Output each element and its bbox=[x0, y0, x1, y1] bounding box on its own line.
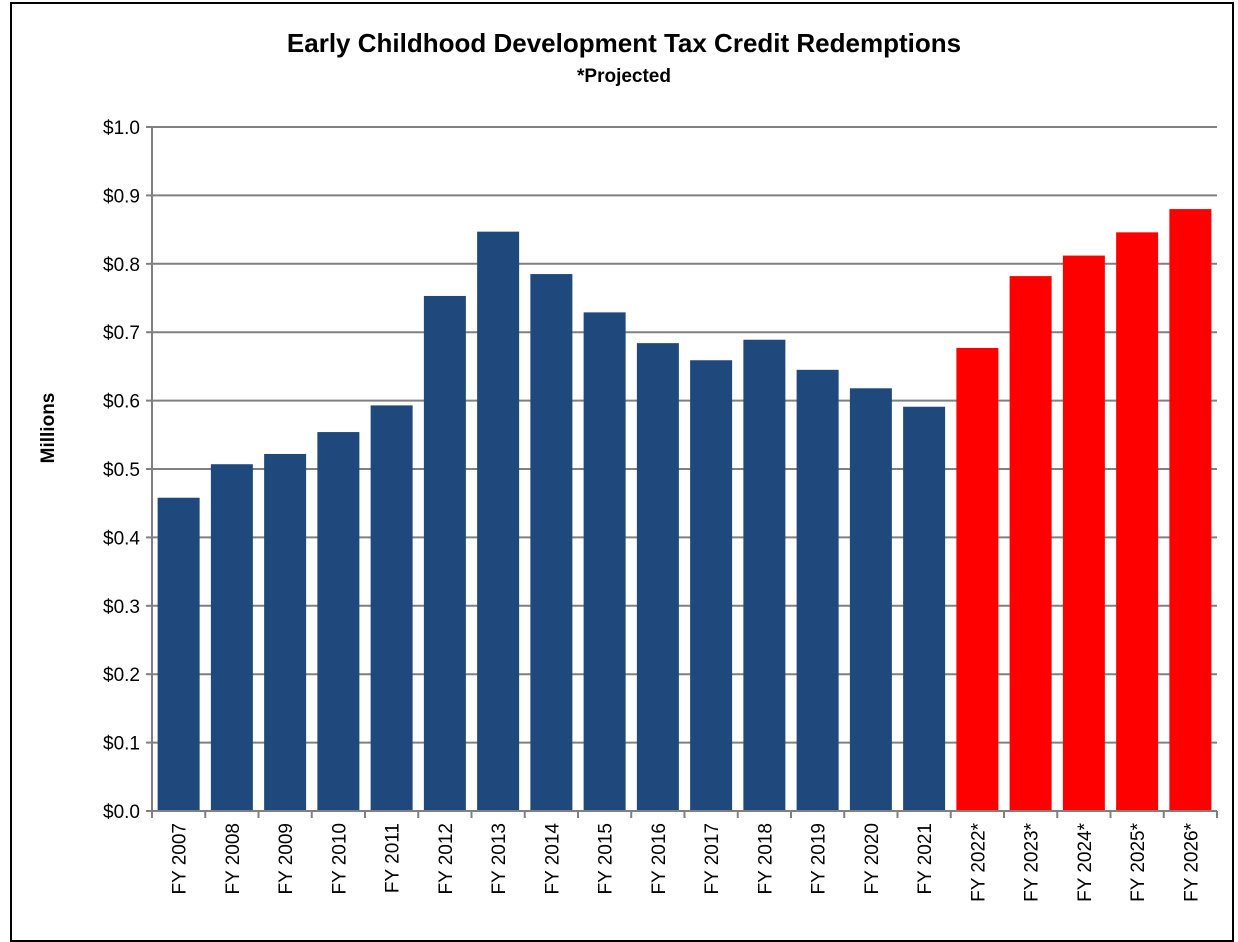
bar bbox=[1116, 232, 1158, 811]
bar bbox=[477, 232, 519, 811]
x-tick-label: FY 2021 bbox=[915, 823, 936, 894]
x-tick-label: FY 2008 bbox=[223, 823, 244, 894]
bars bbox=[158, 209, 1212, 811]
x-tick-label: FY 2012 bbox=[436, 823, 457, 894]
x-tick-label: FY 2026* bbox=[1181, 822, 1202, 901]
bar bbox=[584, 312, 626, 811]
x-tick-label: FY 2025* bbox=[1128, 822, 1149, 901]
x-tick-label: FY 2011 bbox=[383, 823, 404, 893]
y-tick-label: $1.0 bbox=[103, 118, 140, 139]
bar bbox=[956, 348, 998, 811]
y-axis-label: Millions bbox=[38, 393, 59, 464]
x-tick-label: FY 2009 bbox=[276, 823, 297, 894]
bar bbox=[530, 274, 572, 811]
y-tick-label: $0.3 bbox=[103, 597, 140, 618]
y-tick-labels: $0.0 $0.1 $0.2 $0.3 $0.4 $0.5 $0.6 $0.7 $0.8 $0.9… bbox=[103, 118, 140, 823]
y-tick-label: $0.2 bbox=[103, 665, 140, 686]
x-tick-label: FY 2016 bbox=[649, 823, 670, 894]
bar bbox=[424, 296, 466, 811]
axes bbox=[146, 127, 1217, 818]
x-tick-label: FY 2018 bbox=[755, 823, 776, 894]
y-tick-label: $0.4 bbox=[103, 528, 140, 549]
y-tick-label: $0.1 bbox=[103, 734, 140, 755]
x-tick-label: FY 2010 bbox=[329, 823, 350, 894]
bar bbox=[903, 407, 945, 811]
x-tick-label: FY 2013 bbox=[489, 823, 510, 894]
bar bbox=[850, 388, 892, 811]
x-tick-label: FY 2020 bbox=[862, 823, 883, 894]
x-tick-label: FY 2022* bbox=[968, 822, 989, 901]
x-tick-label: FY 2024* bbox=[1075, 822, 1096, 901]
x-tick-label: FY 2019 bbox=[809, 823, 830, 894]
bar bbox=[1063, 256, 1105, 811]
chart-title: Early Childhood Development Tax Credit R… bbox=[287, 28, 961, 58]
bar bbox=[264, 454, 306, 811]
y-tick-label: $0.5 bbox=[103, 460, 140, 481]
bar bbox=[690, 360, 732, 811]
x-tick-label: FY 2023* bbox=[1022, 822, 1043, 901]
bar bbox=[797, 370, 839, 811]
bar bbox=[637, 343, 679, 811]
bar bbox=[317, 432, 359, 811]
x-tick-label: FY 2017 bbox=[702, 823, 723, 894]
x-tick-labels: FY 2007 FY 2008 FY 2009 FY 2010 FY 2011 FY 20… bbox=[170, 822, 1203, 901]
y-tick-label: $0.0 bbox=[103, 802, 140, 823]
bar bbox=[1010, 276, 1052, 811]
y-tick-label: $0.6 bbox=[103, 392, 140, 413]
gridlines bbox=[152, 127, 1217, 743]
bar bbox=[1169, 209, 1211, 811]
chart-subtitle: *Projected bbox=[577, 66, 671, 87]
x-tick-label: FY 2015 bbox=[596, 823, 617, 894]
y-tick-label: $0.8 bbox=[103, 255, 140, 276]
x-tick-label: FY 2007 bbox=[170, 823, 191, 894]
bar bbox=[371, 405, 413, 811]
y-tick-label: $0.7 bbox=[103, 323, 140, 344]
bar bbox=[158, 498, 200, 811]
x-tick-label: FY 2014 bbox=[542, 823, 563, 895]
bar bbox=[743, 340, 785, 811]
y-tick-label: $0.9 bbox=[103, 186, 140, 207]
bar bbox=[211, 464, 253, 811]
